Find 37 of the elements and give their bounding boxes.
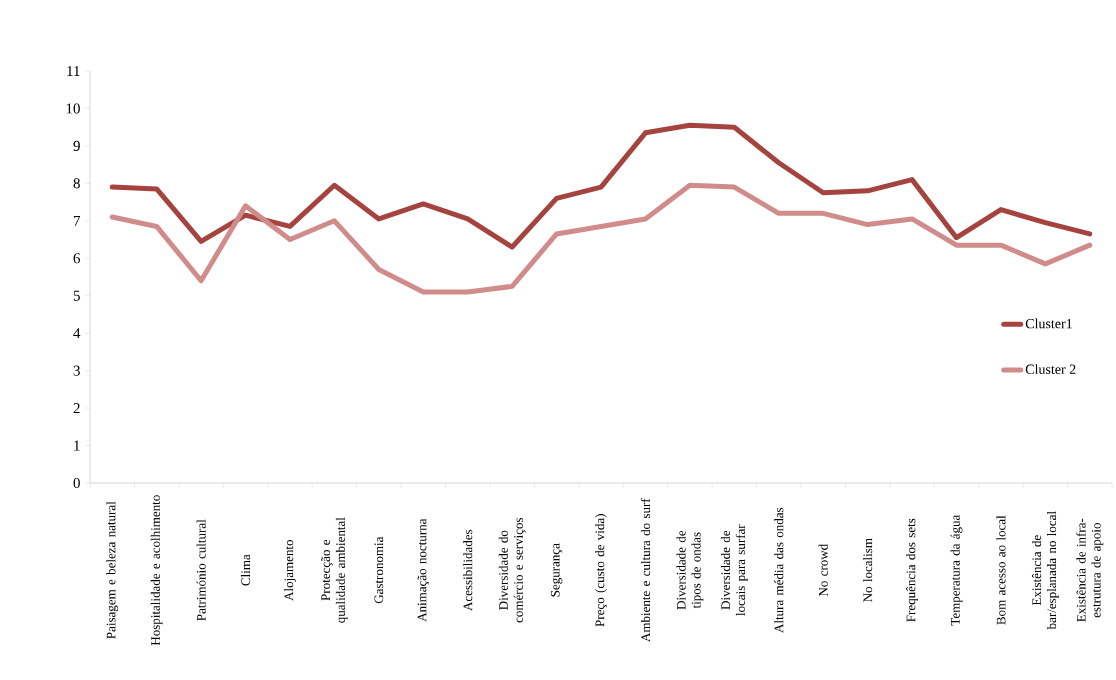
y-tick-label: 1 (74, 440, 80, 451)
x-tick-label: No localism (863, 538, 873, 602)
x-tick-label: No crowd (818, 544, 828, 597)
y-tick-label: 6 (73, 253, 81, 264)
y-tick-label: 9 (73, 140, 80, 151)
x-tick-label: Existência de infra-estrutura de apoio (1076, 518, 1104, 622)
legend-label: Cluster 2 (1025, 364, 1076, 374)
x-tick-label: Diversidade de tipos de ondas (676, 530, 704, 610)
y-tick-label: 11 (67, 66, 80, 76)
x-tick-label: Altura média das ondas (774, 507, 784, 633)
x-tick-label: Clima (240, 554, 251, 586)
y-tick-label: 10 (66, 103, 80, 114)
x-tick-label: Frequência dos sets (906, 518, 918, 622)
x-tick-label: Existência de bar/esplanada no local (1031, 511, 1059, 630)
x-tick-label: Paisagem e beleza natural (106, 501, 119, 639)
x-tick-label: Temperatura da água (950, 514, 963, 626)
x-tick-label: Bom acesso ao local (996, 515, 1006, 625)
x-tick-label: Preço (custo de vida) (595, 514, 607, 627)
x-tick-label: Gastronomia (374, 536, 384, 604)
x-tick-label: Diversidade de locais para surfar (720, 524, 748, 616)
x-tick-label: Ambiente e cultura do surf (640, 498, 651, 642)
x-tick-label: Protecção e qualidade ambiental (321, 517, 348, 623)
x-tick-label: Acessibilidades (463, 529, 473, 611)
y-tick-label: 4 (73, 328, 81, 339)
y-tick-label: 0 (73, 477, 80, 489)
y-tick-label: 3 (73, 365, 80, 376)
y-tick-label: 7 (73, 215, 81, 226)
y-tick-label: 2 (73, 403, 80, 414)
y-tick-label: 5 (73, 290, 80, 301)
legend-label: Cluster1 (1025, 318, 1072, 329)
x-tick-label: Segurança (550, 543, 563, 597)
x-tick-label: Património cultural (196, 519, 206, 621)
x-tick-label: Alojamento (284, 540, 296, 601)
x-tick-label: Animação nocturna (417, 518, 430, 622)
x-tick-label: Hospitalidade e acolhimento (150, 495, 163, 646)
y-tick-label: 8 (73, 178, 80, 189)
x-tick-label: Diversidade do comércio e serviços (498, 517, 526, 623)
